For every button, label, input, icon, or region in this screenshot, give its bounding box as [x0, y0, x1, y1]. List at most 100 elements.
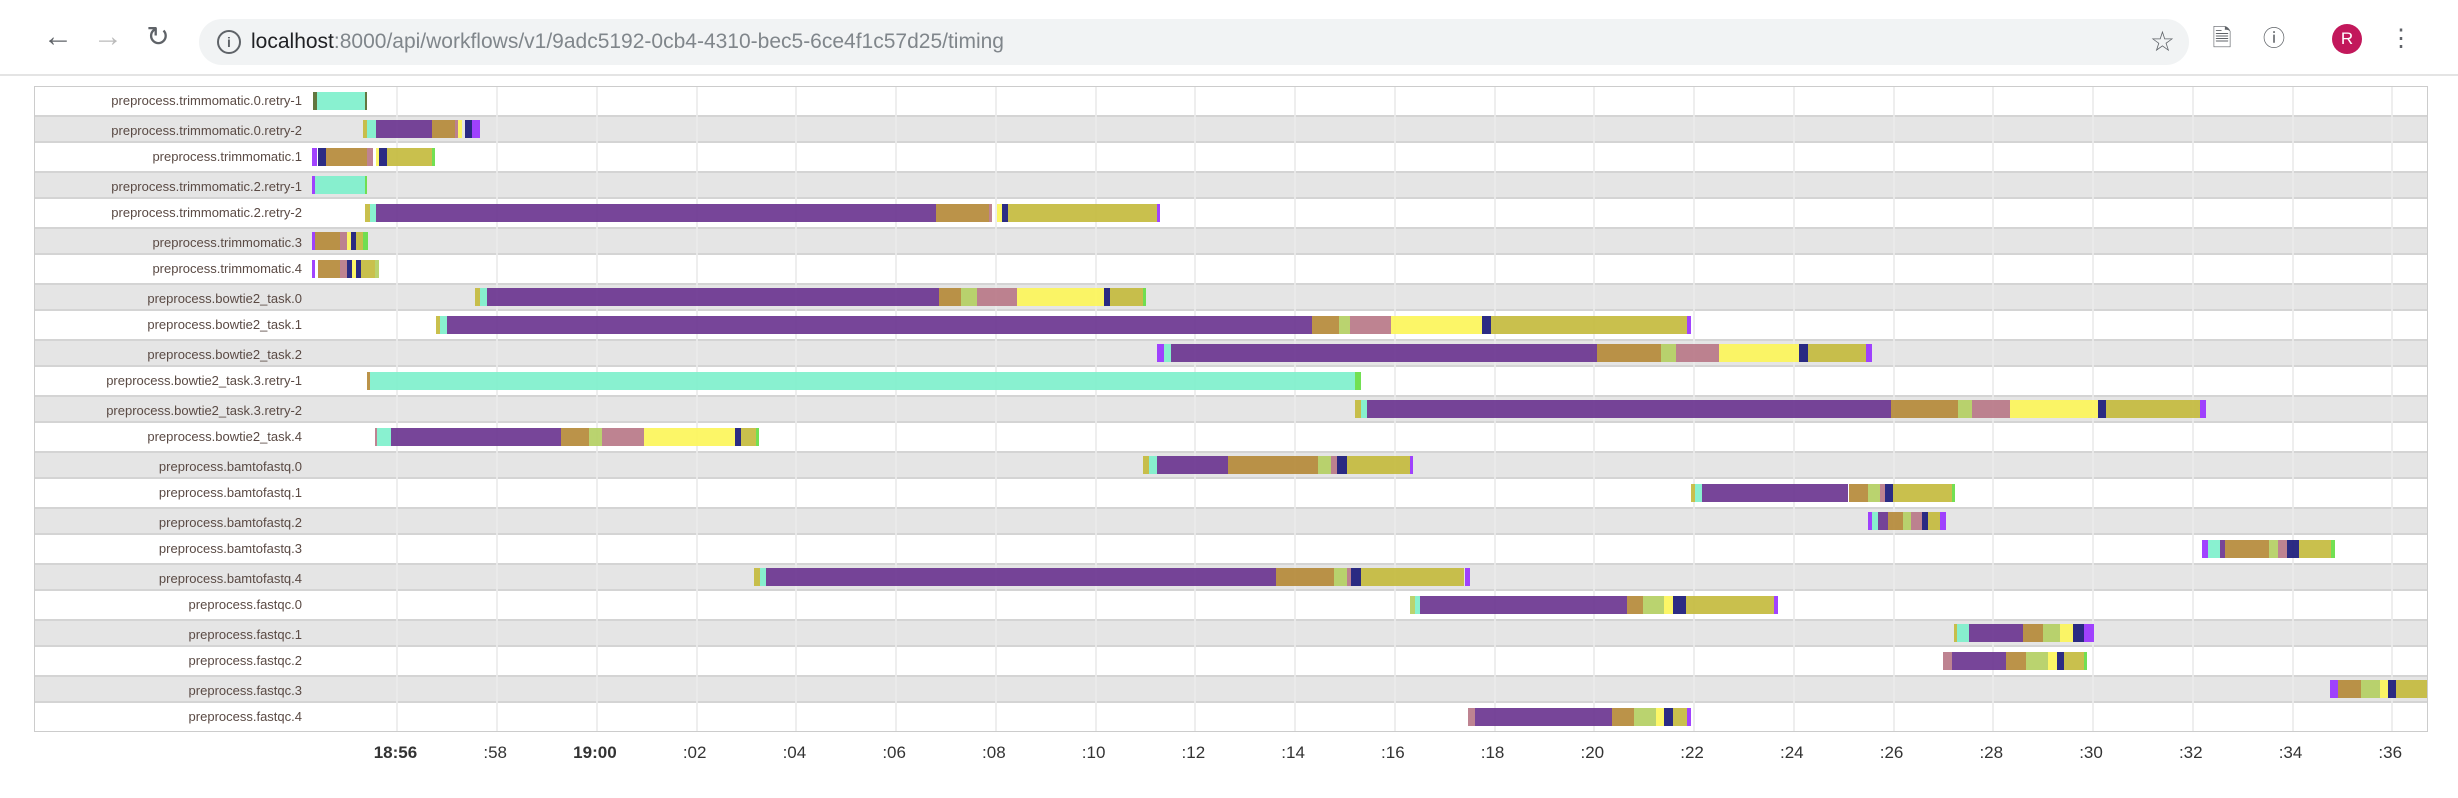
timing-segment-teal[interactable]: [2207, 540, 2221, 558]
timing-segment-olive[interactable]: [741, 428, 756, 446]
timing-segment-brown[interactable]: [432, 120, 455, 138]
timing-segment-yellow[interactable]: [1017, 288, 1104, 306]
timing-segment-purple[interactable]: [375, 120, 433, 138]
timing-segment-navy[interactable]: [2072, 624, 2084, 642]
timing-segment-navy[interactable]: [378, 148, 388, 166]
timing-segment-teal[interactable]: [369, 204, 376, 222]
timing-segment-pink[interactable]: [1347, 568, 1352, 586]
timing-segment-olive[interactable]: [360, 260, 375, 278]
document-icon[interactable]: 🗎: [2212, 25, 2232, 52]
timing-segment-pink[interactable]: [1910, 512, 1923, 530]
timing-segment-violet[interactable]: [1687, 708, 1691, 726]
timing-segment-lgreen[interactable]: [1334, 568, 1348, 586]
timing-segment-navy[interactable]: [318, 148, 326, 166]
timing-segment-teal[interactable]: [1360, 400, 1368, 418]
timing-segment-olive[interactable]: [1928, 512, 1940, 530]
timing-segment-olive[interactable]: [1491, 316, 1688, 334]
timing-segment-lgreen[interactable]: [2269, 540, 2279, 558]
timing-segment-pink[interactable]: [1880, 484, 1886, 502]
timing-segment-brown[interactable]: [935, 204, 990, 222]
timing-segment-olive[interactable]: [1892, 484, 1953, 502]
timing-segment-pink[interactable]: [1467, 708, 1476, 726]
timing-segment-dkgreen[interactable]: [364, 92, 367, 110]
timing-segment-lgreen[interactable]: [1867, 484, 1881, 502]
timing-segment-yellow[interactable]: [1655, 708, 1664, 726]
timing-segment-navy[interactable]: [1001, 204, 1009, 222]
timing-segment-olive[interactable]: [1673, 708, 1688, 726]
timing-segment-olive[interactable]: [1807, 344, 1866, 362]
timing-segment-lgreen[interactable]: [960, 288, 977, 306]
timing-segment-violet[interactable]: [1409, 456, 1413, 474]
timing-segment-purple[interactable]: [1702, 484, 1849, 502]
timing-segment-yellow[interactable]: [1390, 316, 1482, 334]
timing-segment-purple[interactable]: [1952, 652, 2006, 670]
timing-segment-brown[interactable]: [1890, 400, 1959, 418]
timing-segment-brown[interactable]: [1887, 512, 1904, 530]
timing-segment-olive[interactable]: [355, 232, 364, 250]
timing-segment-purple[interactable]: [1367, 400, 1891, 418]
timing-segment-olive[interactable]: [1685, 596, 1774, 614]
timing-segment-violet[interactable]: [2201, 540, 2208, 558]
timing-segment-navy[interactable]: [1885, 484, 1893, 502]
timing-segment-pink[interactable]: [976, 288, 1018, 306]
timing-segment-brown[interactable]: [1848, 484, 1868, 502]
timing-segment-olive[interactable]: [1354, 400, 1361, 418]
timing-segment-violet[interactable]: [1867, 512, 1872, 530]
timing-segment-violet[interactable]: [1464, 568, 1471, 586]
timing-segment-lgreen[interactable]: [589, 428, 602, 446]
timing-segment-pink[interactable]: [339, 260, 347, 278]
timing-segment-purple[interactable]: [1475, 708, 1612, 726]
timing-segment-pink[interactable]: [1349, 316, 1391, 334]
timing-segment-purple[interactable]: [1171, 344, 1598, 362]
timing-segment-purple[interactable]: [391, 428, 561, 446]
timing-segment-olive[interactable]: [2063, 652, 2084, 670]
timing-segment-green[interactable]: [432, 148, 436, 166]
timing-segment-violet[interactable]: [2083, 624, 2094, 642]
timing-segment-green[interactable]: [1354, 372, 1361, 390]
timing-segment-olive[interactable]: [753, 568, 761, 586]
timing-segment-violet[interactable]: [2329, 680, 2339, 698]
timing-segment-purple[interactable]: [1878, 512, 1888, 530]
timing-segment-pink[interactable]: [374, 428, 378, 446]
timing-segment-violet[interactable]: [311, 232, 315, 250]
timing-segment-olive[interactable]: [2298, 540, 2332, 558]
timing-segment-navy[interactable]: [1103, 288, 1111, 306]
timing-segment-navy[interactable]: [1481, 316, 1492, 334]
timing-segment-green[interactable]: [1142, 288, 1147, 306]
timing-segment-olive[interactable]: [1142, 456, 1149, 474]
timing-segment-brown[interactable]: [2023, 624, 2043, 642]
timing-segment-brown[interactable]: [2225, 540, 2270, 558]
timing-segment-pink[interactable]: [1972, 400, 2010, 418]
timing-segment-pink[interactable]: [339, 232, 347, 250]
timing-segment-olive[interactable]: [364, 204, 370, 222]
timing-segment-brown[interactable]: [2338, 680, 2362, 698]
site-info-icon[interactable]: i: [217, 30, 241, 54]
timing-segment-olive[interactable]: [1347, 456, 1410, 474]
timing-segment-teal[interactable]: [440, 316, 448, 334]
timing-segment-navy[interactable]: [465, 120, 473, 138]
timing-segment-lgreen[interactable]: [1634, 708, 1656, 726]
timing-segment-teal[interactable]: [760, 568, 767, 586]
timing-segment-olive[interactable]: [2396, 680, 2427, 698]
timing-segment-olive[interactable]: [387, 148, 433, 166]
timing-segment-lgreen[interactable]: [1409, 596, 1415, 614]
timing-segment-yellow[interactable]: [375, 148, 379, 166]
timing-segment-yellow[interactable]: [1718, 344, 1800, 362]
timing-segment-lgreen[interactable]: [374, 260, 379, 278]
forward-arrow-icon[interactable]: →: [93, 20, 123, 53]
timing-segment-navy[interactable]: [1337, 456, 1348, 474]
timing-segment-violet[interactable]: [2200, 400, 2206, 418]
timing-segment-pink[interactable]: [989, 204, 993, 222]
timing-segment-violet[interactable]: [311, 260, 315, 278]
timing-segment-brown[interactable]: [314, 232, 340, 250]
timing-segment-olive[interactable]: [363, 120, 367, 138]
timing-segment-violet[interactable]: [1687, 316, 1691, 334]
timing-segment-lgreen[interactable]: [2025, 652, 2048, 670]
timing-segment-brown[interactable]: [1312, 316, 1339, 334]
timing-segment-teal[interactable]: [1414, 596, 1421, 614]
timing-segment-green[interactable]: [2331, 540, 2335, 558]
timing-segment-lgreen[interactable]: [2042, 624, 2061, 642]
reload-icon[interactable]: ↻: [146, 21, 170, 52]
timing-segment-purple[interactable]: [487, 288, 940, 306]
timing-segment-teal[interactable]: [479, 288, 488, 306]
